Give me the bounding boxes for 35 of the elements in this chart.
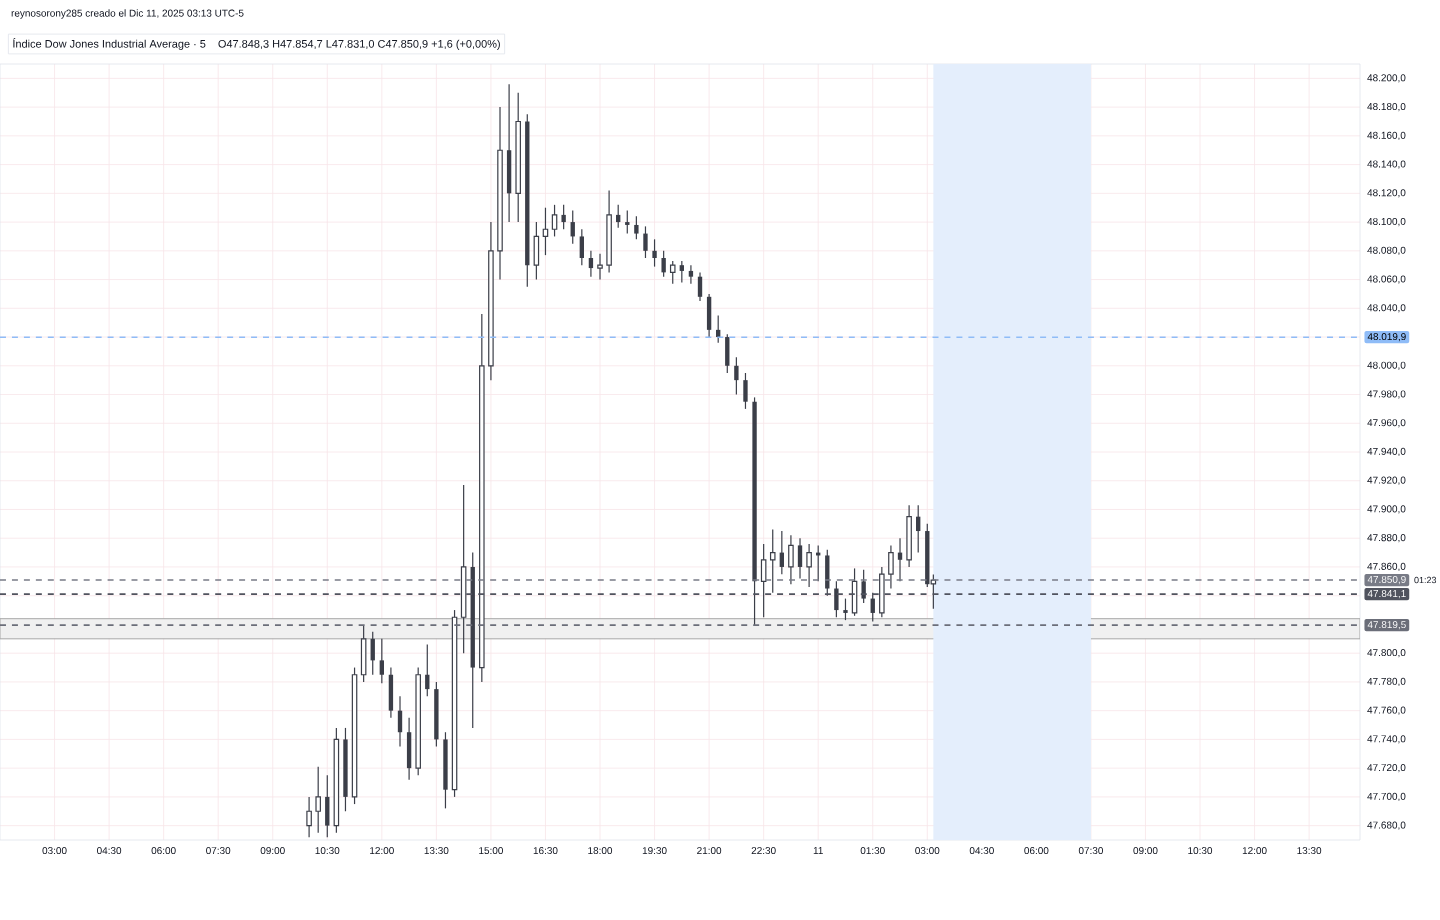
candlestick [697,271,703,302]
candlestick [625,209,630,235]
candlestick [797,537,803,580]
candlestick [588,250,594,278]
candlestick [861,569,866,604]
candlestick [379,638,385,684]
candlestick [906,504,912,568]
candlestick [688,264,694,285]
candlestick [643,225,648,259]
candlestick [533,221,540,281]
candlestick [360,625,367,683]
candlestick [788,534,794,585]
candlestick [325,774,330,838]
candlestick [806,543,812,588]
candlestick [506,83,512,223]
candlestick [406,717,412,781]
candlestick [579,228,585,266]
candlestick [561,204,566,230]
candlestick [897,537,903,582]
candlestick [679,260,685,284]
candlestick [669,260,676,285]
candlestick [843,597,848,621]
candlestick [760,543,767,618]
candlestick [551,204,558,238]
candlestick [834,580,839,618]
candlestick [661,250,666,278]
candlestick [388,666,394,719]
candlestick [634,215,639,240]
candlestick [734,356,739,396]
candlestick [706,293,712,338]
candlestick [743,372,748,410]
candlestick [725,333,730,374]
candlestick [769,529,776,594]
candlestick [652,238,657,268]
candlestick [616,204,621,229]
